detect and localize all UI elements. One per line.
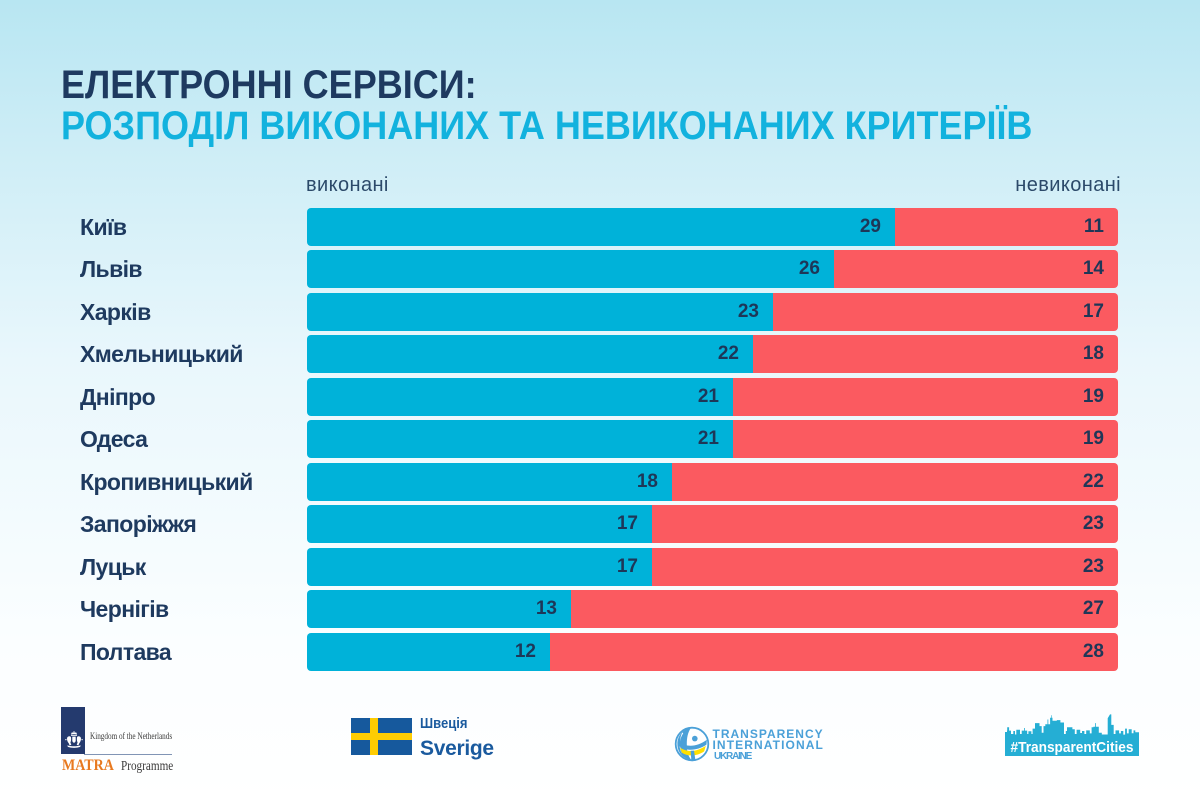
svg-text:#TransparentCities: #TransparentCities (1011, 739, 1134, 756)
